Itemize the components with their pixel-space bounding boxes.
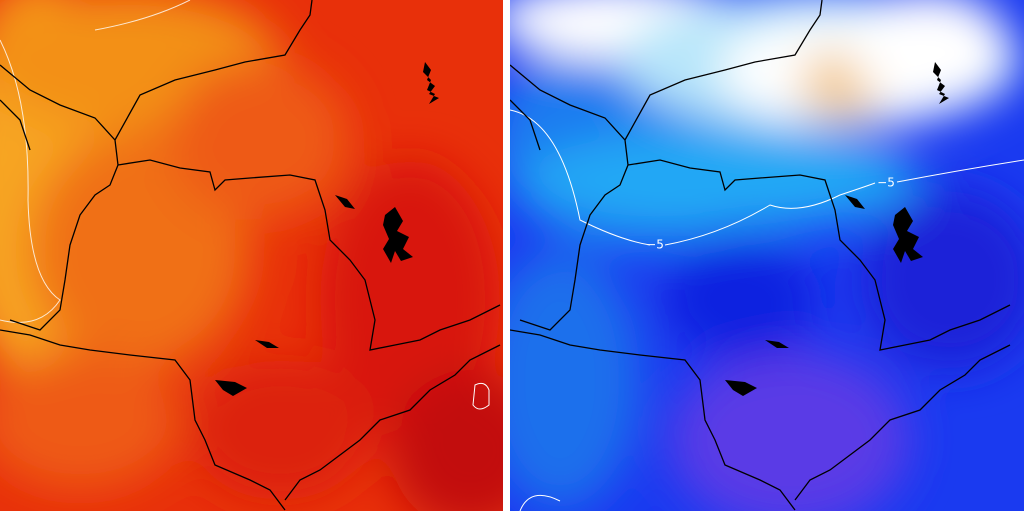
left-panel (0, 0, 503, 511)
right-panel: −5 −5 (510, 0, 1024, 511)
contour-label: −5 (646, 238, 664, 252)
divider (503, 0, 510, 511)
contour-label: −5 (877, 176, 895, 190)
